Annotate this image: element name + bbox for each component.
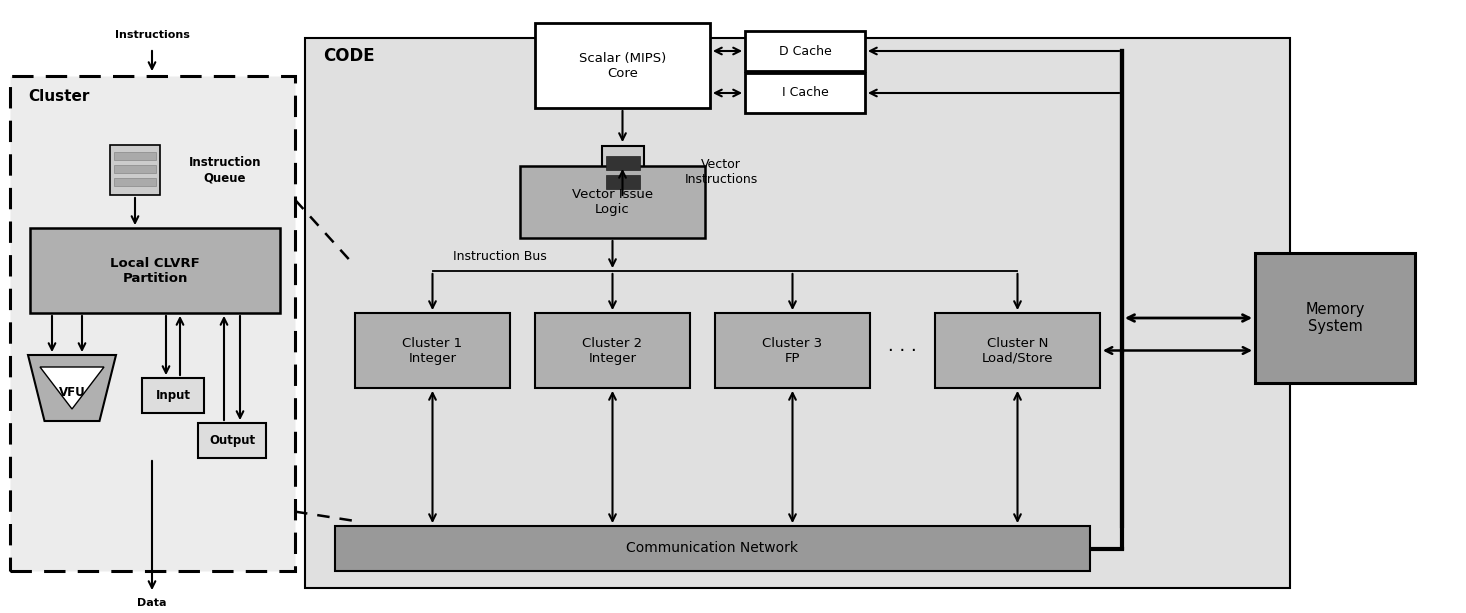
Text: Instruction Bus: Instruction Bus	[453, 249, 547, 262]
Polygon shape	[28, 355, 116, 421]
Text: Local CLVRF
Partition: Local CLVRF Partition	[110, 256, 199, 284]
Bar	[114, 178, 155, 186]
Text: Vector
Instructions: Vector Instructions	[685, 158, 758, 186]
Bar	[745, 73, 865, 113]
Text: Cluster 2
Integer: Cluster 2 Integer	[582, 337, 642, 365]
Bar	[1255, 253, 1415, 383]
Text: I Cache: I Cache	[781, 86, 828, 99]
Bar	[935, 313, 1100, 388]
Text: Vector Issue
Logic: Vector Issue Logic	[572, 188, 652, 216]
Text: VFU: VFU	[59, 387, 85, 400]
Bar	[601, 146, 644, 198]
Bar	[745, 31, 865, 71]
Bar	[605, 175, 639, 189]
Bar	[114, 165, 155, 173]
Bar	[535, 313, 690, 388]
Bar	[355, 313, 510, 388]
Text: Cluster N
Load/Store: Cluster N Load/Store	[982, 337, 1053, 365]
Text: Cluster 1
Integer: Cluster 1 Integer	[403, 337, 463, 365]
Text: Instruction
Queue: Instruction Queue	[189, 156, 261, 184]
Bar	[142, 378, 204, 413]
Text: CODE: CODE	[323, 47, 375, 65]
Bar	[110, 145, 160, 195]
Text: Data: Data	[138, 598, 167, 608]
Bar	[198, 423, 265, 458]
Bar	[520, 166, 705, 238]
Text: D Cache: D Cache	[778, 45, 831, 58]
Text: Input: Input	[155, 389, 191, 402]
Text: Communication Network: Communication Network	[626, 541, 799, 555]
Bar	[114, 152, 155, 160]
Bar	[10, 76, 295, 571]
Bar	[715, 313, 869, 388]
Text: Output: Output	[210, 434, 255, 447]
Text: Memory
System: Memory System	[1305, 302, 1365, 334]
Bar	[29, 228, 280, 313]
Text: Cluster 3
FP: Cluster 3 FP	[762, 337, 822, 365]
Polygon shape	[40, 367, 104, 409]
Text: Cluster: Cluster	[28, 88, 89, 104]
Bar	[535, 23, 710, 108]
Text: Instructions: Instructions	[114, 30, 189, 40]
Text: Scalar (MIPS)
Core: Scalar (MIPS) Core	[579, 51, 666, 80]
Bar	[305, 38, 1290, 588]
Bar	[336, 526, 1091, 571]
Text: · · ·: · · ·	[888, 341, 916, 359]
Bar	[605, 156, 639, 170]
